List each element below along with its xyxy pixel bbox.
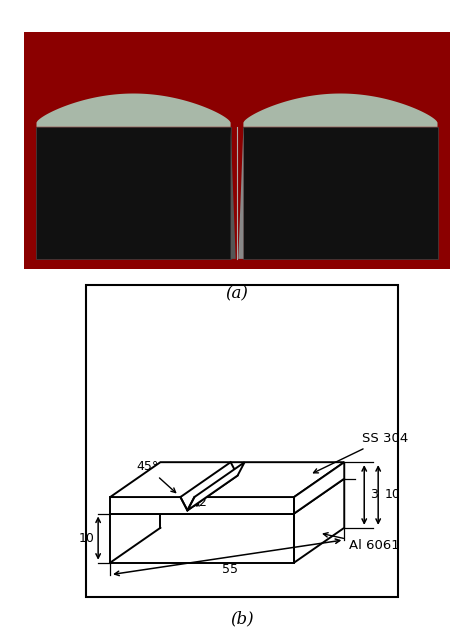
Polygon shape [36, 94, 230, 127]
Text: (a): (a) [226, 285, 248, 302]
Text: 3: 3 [371, 488, 378, 501]
Polygon shape [244, 127, 438, 259]
Text: (b): (b) [230, 610, 254, 627]
Text: 2: 2 [199, 496, 206, 508]
Polygon shape [110, 462, 344, 497]
Polygon shape [244, 94, 438, 127]
Polygon shape [187, 462, 245, 510]
Text: 10: 10 [384, 488, 401, 501]
Polygon shape [294, 479, 344, 563]
Polygon shape [110, 497, 294, 514]
Polygon shape [238, 127, 244, 259]
Text: 10: 10 [79, 531, 94, 545]
Text: 55: 55 [222, 563, 238, 576]
Text: Al 6061: Al 6061 [323, 533, 400, 552]
Polygon shape [294, 462, 344, 514]
Text: 45°: 45° [136, 460, 176, 493]
Polygon shape [110, 514, 294, 563]
Polygon shape [36, 127, 230, 259]
Text: SS 304: SS 304 [313, 432, 408, 473]
Polygon shape [110, 479, 344, 514]
Polygon shape [230, 127, 236, 259]
Polygon shape [181, 462, 237, 510]
